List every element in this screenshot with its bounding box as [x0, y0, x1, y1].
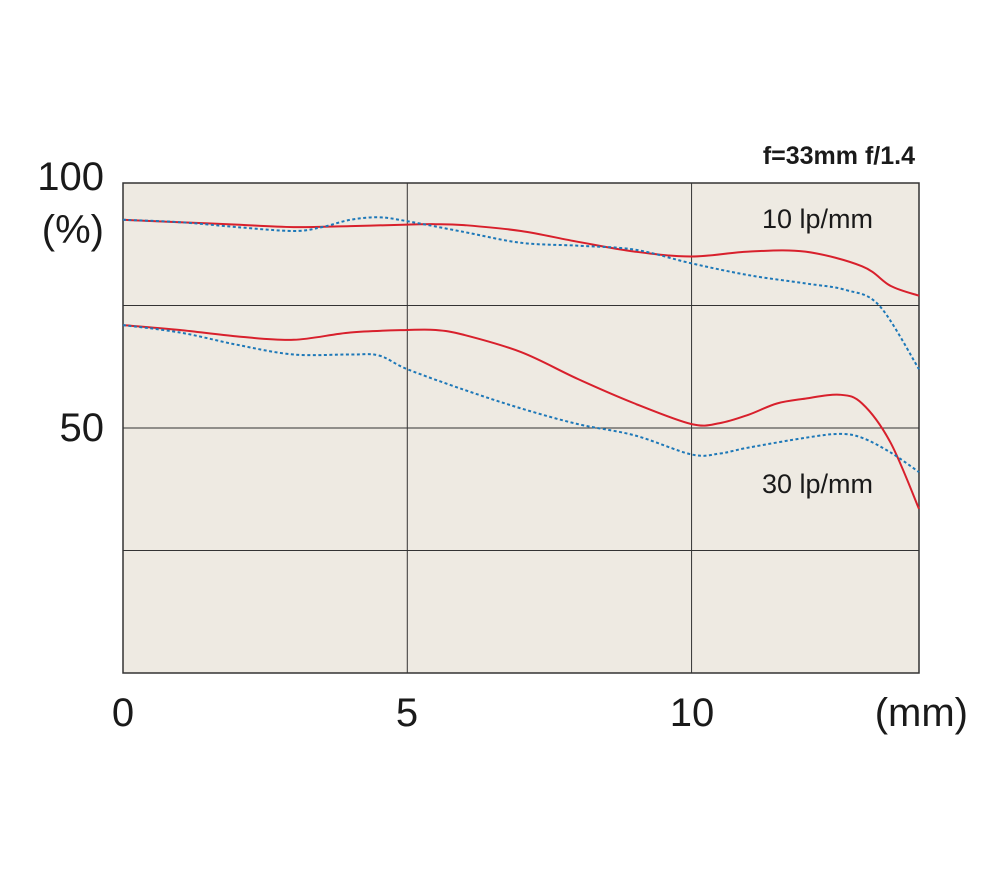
- series-line-1-solid: [122, 218, 920, 297]
- x-tick-label-5: 5: [396, 691, 418, 735]
- annotation-10-lp-mm: 10 lp/mm: [762, 204, 873, 234]
- annotation-30-lp-mm: 30 lp/mm: [762, 469, 873, 499]
- series-line-2-dotted: [122, 216, 920, 370]
- x-tick-label-0: 0: [112, 691, 134, 735]
- chart-title: f=33mm f/1.4: [763, 142, 915, 170]
- mtf-curves: [122, 216, 920, 510]
- y-unit-label: (%): [42, 208, 104, 252]
- series-line-3-solid: [122, 324, 920, 510]
- y-tick-label-50: 50: [60, 406, 105, 450]
- series-line-4-dotted: [122, 324, 920, 473]
- x-tick-label-10: 10: [670, 691, 715, 735]
- grid-lines: [123, 183, 919, 673]
- y-tick-label-100: 100: [37, 155, 104, 199]
- x-unit-label: (mm): [875, 691, 968, 735]
